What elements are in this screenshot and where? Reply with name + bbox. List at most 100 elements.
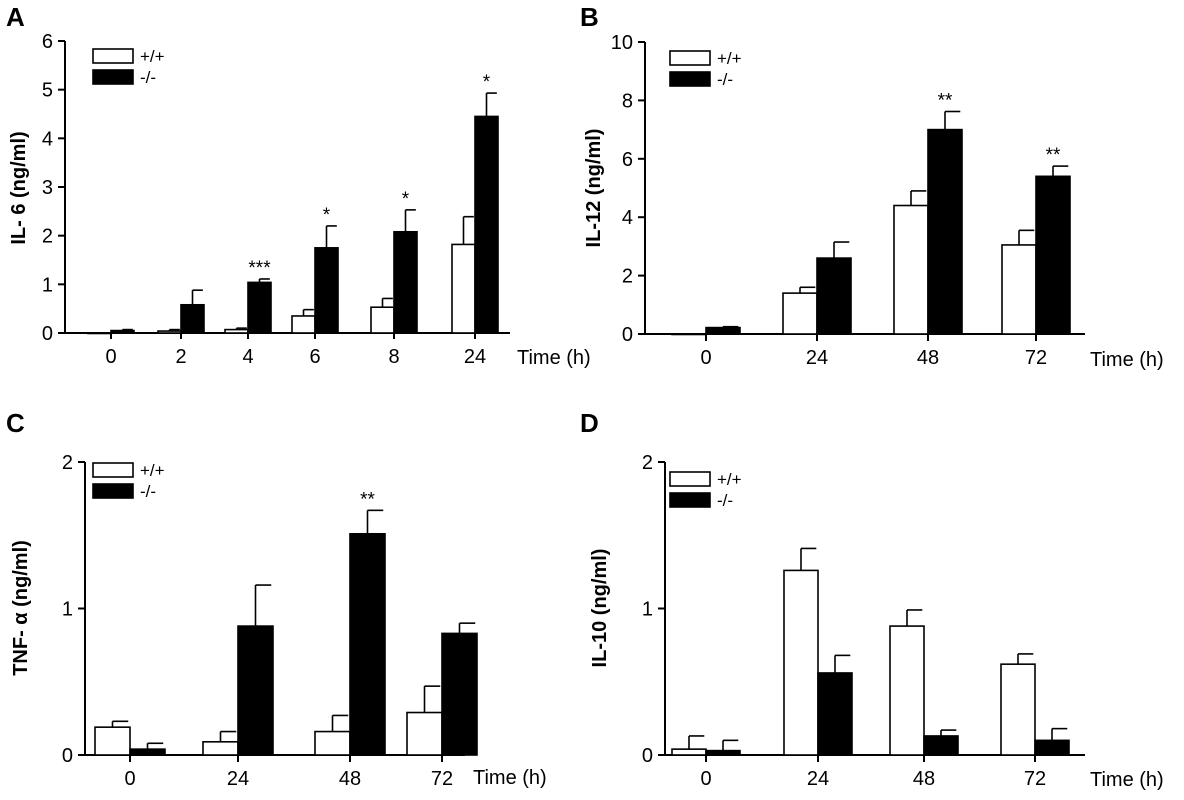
- bar: [224, 328, 249, 334]
- panel-letter: C: [6, 408, 25, 438]
- x-tick-label: 6: [309, 346, 320, 368]
- x-tick-label: 4: [242, 346, 253, 368]
- x-axis-unit-label: Time (h): [1090, 349, 1164, 371]
- bar: [157, 330, 182, 334]
- legend-swatch: [92, 48, 134, 64]
- bar: [783, 569, 819, 756]
- bar: [441, 632, 478, 756]
- y-tick-label: 6: [42, 31, 53, 53]
- legend-swatch: [669, 50, 711, 66]
- legend-label: -/-: [717, 491, 733, 510]
- chart-d-plot: 0 1 2 0 24 48 72 +/+ -/-: [642, 452, 1085, 790]
- bar: [705, 749, 741, 756]
- legend-label: -/-: [717, 70, 733, 89]
- legend-swatch: [669, 71, 711, 87]
- legend-label: +/+: [140, 47, 165, 66]
- x-tick-label: 24: [227, 768, 249, 790]
- y-tick-label: 0: [42, 323, 53, 345]
- x-tick-label: 48: [339, 768, 361, 790]
- y-tick-label: 1: [42, 274, 53, 296]
- bar: [671, 333, 707, 336]
- bar: [349, 532, 386, 756]
- bar: [247, 281, 272, 334]
- x-tick-label: 0: [124, 768, 135, 790]
- legend-label: +/+: [140, 461, 165, 480]
- y-tick-label: 2: [62, 452, 73, 474]
- y-tick-label: 5: [42, 80, 53, 102]
- bar: [202, 741, 239, 756]
- bar: [314, 247, 339, 334]
- bar: [393, 230, 418, 334]
- x-tick-label: 72: [1024, 768, 1046, 790]
- y-axis-label: IL-12 (ng/ml): [583, 129, 605, 248]
- x-tick-label: 0: [700, 768, 711, 790]
- legend-swatch: [669, 492, 711, 508]
- bar: [1035, 175, 1071, 335]
- y-tick-label: 0: [62, 745, 73, 767]
- significance-label: *: [402, 189, 410, 210]
- bar: [314, 730, 351, 756]
- bar: [816, 257, 852, 335]
- significance-label: **: [938, 90, 953, 111]
- panel-d: D IL-10 (ng/ml) Time (h) 0 1 2 0 24 48 72 +/+ -/…: [580, 408, 1164, 791]
- bar: [87, 332, 112, 335]
- bar: [927, 128, 963, 335]
- y-tick-label: 1: [62, 599, 73, 621]
- y-tick-label: 2: [42, 226, 53, 248]
- y-axis-label: TNF- α (ng/ml): [10, 540, 32, 676]
- bar: [889, 625, 925, 756]
- y-tick-label: 8: [622, 90, 633, 112]
- bar: [474, 115, 499, 334]
- y-tick-label: 0: [642, 745, 653, 767]
- bar: [237, 625, 274, 756]
- panel-c: C TNF- α (ng/ml) Time (h) 0 1 2 0 24 48 ** 72 +/…: [6, 408, 547, 790]
- bar: [1000, 663, 1036, 756]
- chart-c-plot: 0 1 2 0 24 48 ** 72 +/+ -/-: [62, 452, 478, 790]
- bar: [671, 748, 707, 756]
- panel-letter: B: [580, 2, 599, 32]
- x-tick-label: 0: [105, 346, 116, 368]
- y-tick-label: 6: [622, 149, 633, 171]
- legend-label: -/-: [140, 68, 156, 87]
- significance-label: *: [483, 72, 491, 93]
- y-tick-label: 3: [42, 177, 53, 199]
- significance-label: ***: [248, 258, 271, 279]
- x-tick-label: 2: [175, 346, 186, 368]
- x-tick-label: 48: [913, 768, 935, 790]
- legend-swatch: [92, 483, 134, 499]
- bar: [782, 292, 818, 335]
- legend-label: +/+: [717, 470, 742, 489]
- significance-label: **: [1046, 145, 1061, 166]
- y-tick-label: 1: [642, 599, 653, 621]
- legend-swatch: [669, 471, 711, 487]
- significance-label: **: [360, 489, 375, 510]
- y-tick-label: 4: [622, 207, 633, 229]
- y-tick-label: 4: [42, 128, 53, 150]
- x-tick-label: 72: [431, 768, 453, 790]
- bar: [370, 306, 395, 334]
- x-axis-unit-label: Time (h): [517, 347, 591, 369]
- panel-letter: D: [580, 408, 599, 438]
- y-tick-label: 10: [611, 32, 633, 54]
- x-tick-label: 0: [700, 347, 711, 369]
- x-axis-unit-label: Time (h): [473, 767, 547, 789]
- y-tick-label: 2: [642, 452, 653, 474]
- bar: [110, 329, 135, 334]
- panel-letter: A: [6, 2, 25, 32]
- y-axis-label: IL-10 (ng/ml): [589, 549, 611, 668]
- bar: [923, 735, 959, 756]
- bar: [406, 711, 443, 756]
- x-axis-unit-label: Time (h): [1090, 769, 1164, 791]
- legend-label: +/+: [717, 49, 742, 68]
- bar: [451, 243, 476, 334]
- bar: [1034, 739, 1070, 756]
- legend-label: -/-: [140, 482, 156, 501]
- bar: [180, 303, 205, 334]
- bar: [705, 326, 741, 335]
- bar: [129, 748, 166, 756]
